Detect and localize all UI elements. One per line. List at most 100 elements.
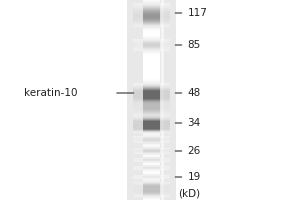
Bar <box>133 191 170 192</box>
Text: 34: 34 <box>188 118 201 128</box>
Bar <box>133 87 170 88</box>
Bar <box>143 42 160 43</box>
Bar <box>143 47 160 48</box>
Bar <box>143 163 160 164</box>
Bar <box>143 144 160 145</box>
Bar <box>143 80 160 81</box>
Bar <box>143 178 160 179</box>
Bar <box>143 140 160 141</box>
Bar <box>133 46 170 47</box>
Bar <box>133 196 170 197</box>
Bar <box>133 192 170 193</box>
Bar <box>133 45 170 46</box>
Bar <box>133 105 170 106</box>
Bar <box>133 40 170 41</box>
Bar <box>133 126 170 127</box>
Bar <box>143 121 160 122</box>
Bar <box>143 30 160 31</box>
Bar <box>133 177 170 178</box>
Bar <box>133 183 170 184</box>
Bar <box>133 20 170 21</box>
Bar <box>143 95 160 96</box>
Bar <box>143 96 160 97</box>
Bar <box>133 161 170 162</box>
Bar <box>133 13 170 14</box>
Bar <box>143 33 160 34</box>
Bar <box>133 8 170 9</box>
Bar <box>143 53 160 54</box>
Bar <box>143 160 160 161</box>
Bar <box>143 13 160 14</box>
Bar <box>133 104 170 105</box>
Bar <box>133 43 170 44</box>
Bar <box>133 4 170 5</box>
Bar <box>143 14 160 15</box>
Bar <box>133 158 170 159</box>
Bar <box>143 70 160 71</box>
Bar <box>143 34 160 35</box>
Bar <box>133 168 170 169</box>
Bar <box>143 142 160 143</box>
Bar <box>143 23 160 24</box>
Bar <box>143 93 160 94</box>
Bar <box>143 170 160 171</box>
Bar <box>143 17 160 18</box>
Bar <box>143 132 160 133</box>
Bar <box>143 107 160 108</box>
Bar <box>143 44 160 45</box>
Bar <box>143 36 160 37</box>
Bar <box>143 105 160 106</box>
Bar <box>133 88 170 89</box>
Bar <box>133 108 170 109</box>
Bar <box>133 16 170 17</box>
Bar <box>143 198 160 199</box>
Bar <box>133 100 170 101</box>
Bar <box>143 43 160 44</box>
Bar <box>133 150 170 151</box>
Bar <box>143 35 160 36</box>
Bar <box>143 83 160 84</box>
Bar <box>133 93 170 94</box>
Bar <box>143 119 160 120</box>
Bar <box>133 159 170 160</box>
Bar <box>143 113 160 114</box>
Bar <box>143 181 160 182</box>
Bar <box>133 175 170 176</box>
Bar <box>133 85 170 86</box>
Bar <box>143 16 160 17</box>
Bar <box>143 6 160 7</box>
Bar <box>143 110 160 111</box>
Bar <box>133 125 170 126</box>
Bar <box>143 76 160 77</box>
Bar <box>133 99 170 100</box>
Bar <box>133 24 170 25</box>
Bar <box>143 141 160 142</box>
Bar <box>143 31 160 32</box>
Bar <box>143 164 160 165</box>
Bar <box>143 153 160 154</box>
Bar <box>143 48 160 49</box>
Bar <box>143 90 160 91</box>
Text: 117: 117 <box>188 8 207 18</box>
Bar <box>143 49 160 50</box>
Bar <box>133 178 170 179</box>
Bar <box>143 183 160 184</box>
Bar <box>143 189 160 190</box>
Bar <box>143 179 160 180</box>
Bar <box>133 22 170 23</box>
Bar <box>143 100 160 101</box>
Bar <box>133 185 170 186</box>
Bar <box>143 102 160 103</box>
Bar <box>143 106 160 107</box>
Bar <box>143 73 160 74</box>
Bar <box>143 194 160 195</box>
Bar <box>133 89 170 90</box>
Bar <box>143 72 160 73</box>
Bar <box>143 131 160 132</box>
Bar <box>133 127 170 128</box>
Bar <box>143 126 160 127</box>
Bar <box>143 155 160 156</box>
Bar <box>143 3 160 4</box>
Bar <box>143 9 160 10</box>
Bar <box>133 187 170 188</box>
